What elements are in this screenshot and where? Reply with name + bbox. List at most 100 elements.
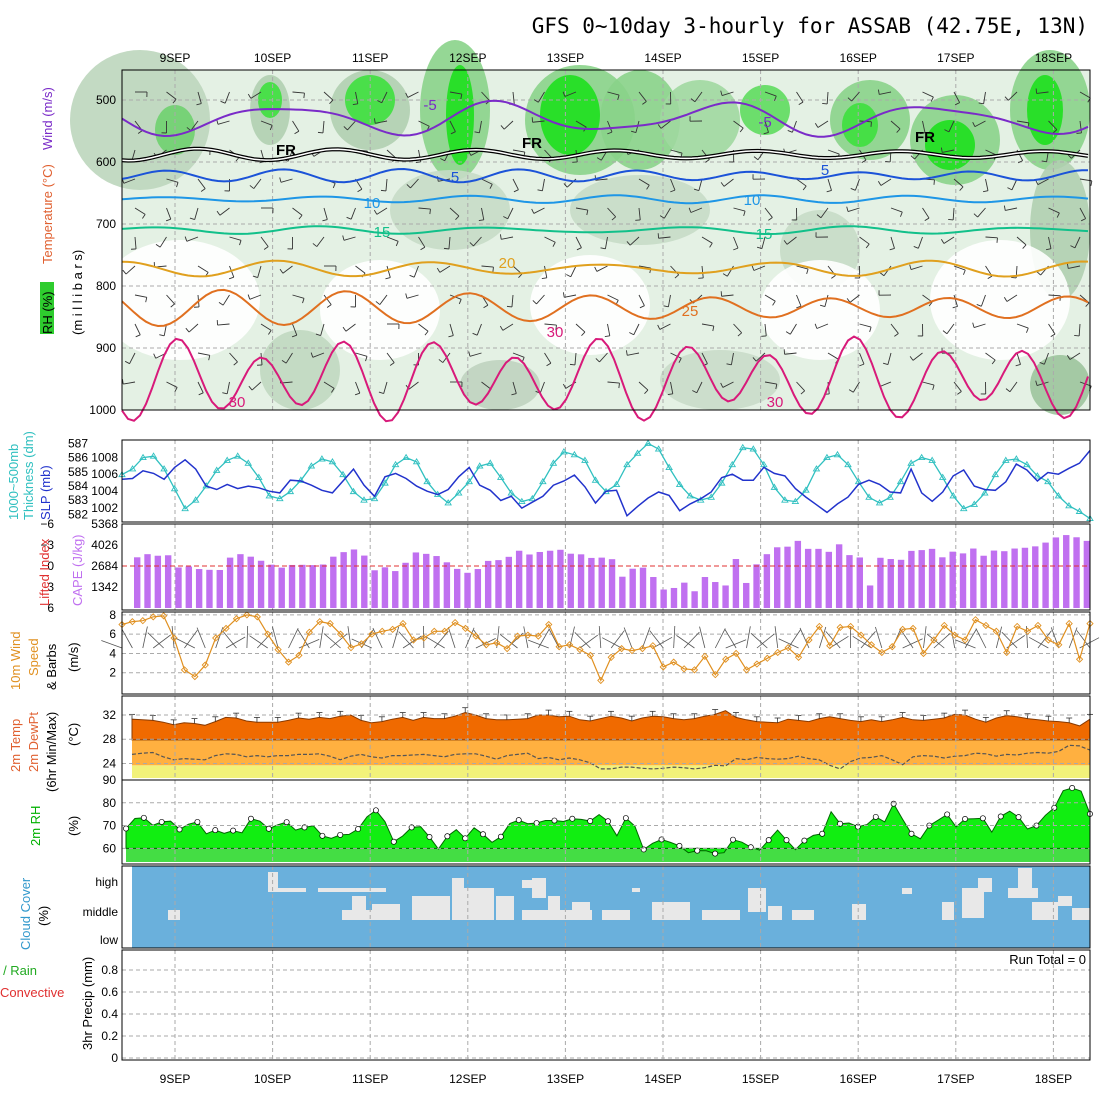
thickness-point bbox=[444, 499, 452, 506]
upper-wind-barb-flag bbox=[726, 363, 732, 366]
wind-speed-point bbox=[243, 611, 251, 619]
upper-wind-barb-flag bbox=[248, 385, 253, 391]
upper-wind-barb bbox=[383, 381, 388, 394]
upper-wind-barb-flag bbox=[247, 93, 252, 99]
upper-wind-barb bbox=[197, 178, 206, 189]
slp-grid bbox=[174, 440, 1054, 522]
wind-speed-point bbox=[690, 666, 699, 674]
rh-point bbox=[979, 815, 986, 822]
wind-barb bbox=[249, 635, 268, 649]
upper-wind-barb-flag bbox=[1003, 297, 1008, 302]
thickness-line bbox=[121, 442, 1091, 520]
wind10-speed-line bbox=[118, 611, 1094, 685]
upper-wind-barb-flag bbox=[563, 183, 568, 188]
cape-bar bbox=[887, 559, 894, 608]
upper-wind-barb bbox=[1079, 120, 1082, 133]
upper-wind-barb-flag bbox=[460, 93, 463, 100]
rh-point bbox=[1015, 814, 1022, 821]
upper-wind-barb bbox=[690, 207, 703, 213]
thickness-point bbox=[865, 493, 873, 500]
wind-barb bbox=[288, 628, 299, 649]
pressure-axis: 500 600 700 800 900 1000 bbox=[89, 93, 116, 417]
upper-wind-barb bbox=[536, 294, 545, 305]
upper-wind-barb-flag bbox=[819, 304, 826, 308]
wind-barb bbox=[152, 634, 172, 649]
rh-point bbox=[962, 816, 968, 822]
wind-speed-point bbox=[659, 663, 667, 671]
date-label-bottom: 9SEP bbox=[160, 1072, 191, 1086]
upper-wind-barb bbox=[796, 381, 806, 392]
wind-barb bbox=[579, 634, 599, 649]
wind-speed-point bbox=[909, 624, 917, 633]
upper-wind-barb bbox=[1048, 207, 1060, 214]
rh-blob bbox=[100, 240, 260, 360]
cape-bar bbox=[918, 550, 925, 608]
upper-wind-barb-flag bbox=[373, 118, 376, 124]
upper-wind-barb-flag bbox=[796, 305, 802, 309]
cape-bar bbox=[526, 554, 533, 608]
upper-wind-barb-flag bbox=[930, 96, 934, 102]
wind-speed-point bbox=[284, 658, 293, 666]
upper-wind-barb bbox=[533, 207, 545, 214]
upper-wind-barb bbox=[663, 207, 671, 219]
thickness-point bbox=[938, 473, 947, 480]
upper-wind-barb bbox=[544, 236, 556, 243]
upper-wind-barb bbox=[449, 120, 456, 132]
upper-wind-barb-flag bbox=[249, 185, 255, 189]
upper-wind-barb-flag bbox=[859, 363, 865, 367]
upper-wind-barb-flag bbox=[924, 217, 930, 222]
upper-wind-barb bbox=[418, 323, 429, 332]
upper-wind-barb bbox=[1048, 294, 1061, 297]
upper-wind-barb-flag bbox=[354, 392, 360, 396]
thickness-point bbox=[286, 487, 295, 495]
upper-wind-barb-flag bbox=[972, 121, 976, 127]
upper-wind-barb bbox=[660, 120, 671, 129]
wind-barb bbox=[623, 627, 633, 649]
cape-bar bbox=[402, 562, 409, 608]
upper-wind-barb bbox=[764, 294, 776, 302]
wind-barb bbox=[475, 637, 496, 649]
temp2m-panel: 24 28 32 2m Temp 2m DewPt (6hr Min/Max) (°… bbox=[8, 695, 1093, 792]
upper-wind-barb-flag bbox=[503, 216, 508, 220]
wind-speed-point bbox=[493, 639, 501, 647]
wind-speed-point bbox=[274, 645, 282, 654]
upper-wind-barb bbox=[764, 120, 769, 133]
wind-tick-label: 6 bbox=[109, 627, 116, 641]
precip-tick-label: 0 bbox=[111, 1051, 118, 1065]
cape-bar bbox=[959, 553, 967, 608]
wind-speed-point bbox=[472, 632, 480, 640]
upper-wind-barb-flag bbox=[625, 350, 628, 356]
upper-wind-barb bbox=[638, 265, 651, 269]
thickness-tick-label: 584 bbox=[68, 479, 88, 493]
upper-wind-barb bbox=[322, 120, 325, 133]
upper-wind-barb-flag bbox=[963, 269, 966, 275]
upper-wind-barb-flag bbox=[733, 247, 739, 251]
upper-wind-barb-flag bbox=[298, 214, 303, 220]
thickness-point bbox=[149, 452, 158, 459]
upper-wind-barb bbox=[953, 381, 962, 392]
upper-wind-barb-flag bbox=[218, 302, 224, 306]
cape-bar bbox=[877, 557, 884, 608]
cape-bar bbox=[928, 548, 936, 608]
date-label-top: 13SEP bbox=[547, 51, 584, 65]
temperature-area bbox=[131, 710, 1091, 741]
cloud-block bbox=[278, 888, 306, 892]
date-label-top: 14SEP bbox=[644, 51, 681, 65]
upper-wind-barb bbox=[379, 294, 388, 305]
wind-barb bbox=[184, 629, 198, 649]
cape-bar bbox=[226, 557, 234, 608]
upper-wind-barb bbox=[607, 207, 617, 218]
wind-speed-point bbox=[565, 641, 574, 649]
upper-wind-barb bbox=[449, 323, 454, 336]
wind-speed-point bbox=[919, 649, 928, 658]
thickness-point bbox=[591, 476, 600, 483]
upper-wind-barb-flag bbox=[455, 215, 460, 220]
upper-wind-barb-flag bbox=[279, 177, 282, 183]
upper-wind-barb bbox=[323, 294, 332, 305]
thickness-point bbox=[875, 499, 884, 506]
upper-wind-barb bbox=[879, 91, 892, 95]
upper-wind-barb-flag bbox=[499, 325, 504, 331]
upper-wind-barb bbox=[125, 265, 136, 275]
wind-barb bbox=[225, 636, 246, 649]
upper-wind-barb-flag bbox=[1017, 160, 1023, 164]
